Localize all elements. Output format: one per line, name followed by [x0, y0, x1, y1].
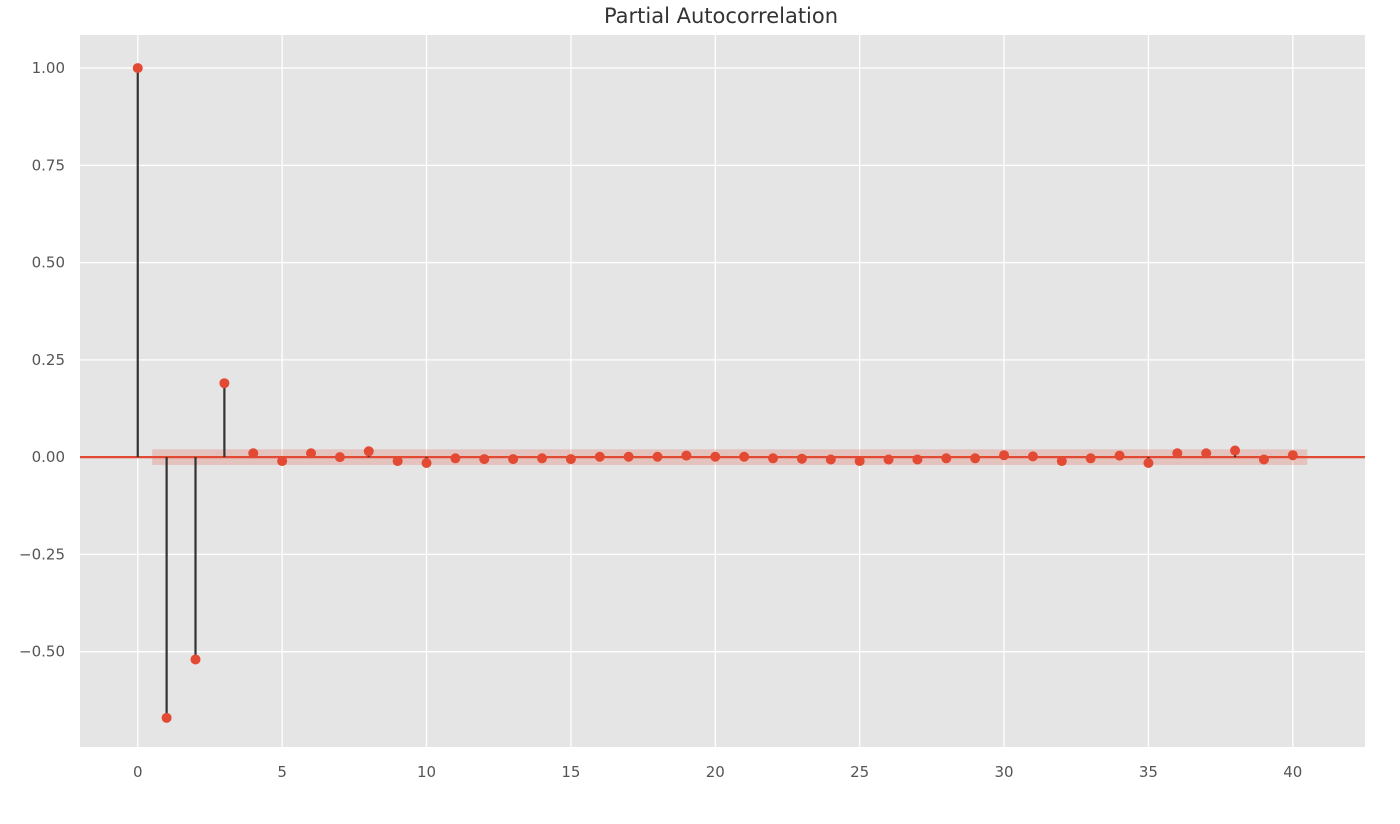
marker-lag-15 — [565, 454, 576, 465]
x-tick-label: 40 — [1283, 763, 1302, 781]
y-tick-label: −0.50 — [19, 643, 65, 661]
marker-lag-13 — [508, 454, 519, 465]
marker-lag-16 — [594, 451, 605, 462]
y-tick-label: −0.25 — [19, 545, 65, 563]
marker-lag-9 — [392, 456, 403, 467]
marker-lag-36 — [1172, 448, 1183, 459]
marker-lag-40 — [1287, 450, 1298, 461]
marker-lag-28 — [941, 453, 952, 464]
marker-lag-11 — [450, 453, 461, 464]
x-tick-label: 25 — [850, 763, 869, 781]
marker-lag-4 — [248, 448, 259, 459]
y-tick-label: 0.50 — [32, 254, 65, 272]
marker-lag-0 — [132, 63, 143, 74]
marker-lag-6 — [306, 448, 317, 459]
x-tick-label: 10 — [417, 763, 436, 781]
marker-lag-37 — [1201, 448, 1212, 459]
marker-lag-21 — [739, 451, 750, 462]
marker-lag-12 — [479, 454, 490, 465]
marker-lag-22 — [768, 453, 779, 464]
x-tick-label: 30 — [994, 763, 1013, 781]
x-tick-label: 20 — [706, 763, 725, 781]
marker-lag-10 — [421, 457, 432, 468]
marker-lag-20 — [710, 451, 721, 462]
marker-lag-7 — [334, 452, 345, 463]
marker-lag-1 — [161, 712, 172, 723]
marker-layer — [132, 63, 1298, 723]
x-tick-label: 5 — [277, 763, 287, 781]
marker-lag-25 — [854, 456, 865, 467]
marker-lag-26 — [883, 454, 894, 465]
marker-lag-30 — [999, 450, 1010, 461]
x-tick-label: 35 — [1139, 763, 1158, 781]
y-tick-labels: 1.00 0.75 0.50 0.25 0.00 −0.25 −0.50 — [19, 59, 65, 661]
marker-lag-27 — [912, 454, 923, 465]
marker-lag-24 — [825, 454, 836, 465]
marker-lag-33 — [1085, 453, 1096, 464]
marker-lag-17 — [623, 451, 634, 462]
x-tick-label: 15 — [561, 763, 580, 781]
marker-lag-19 — [681, 450, 692, 461]
marker-lag-3 — [219, 378, 230, 389]
y-tick-label: 0.75 — [32, 156, 65, 174]
marker-lag-32 — [1056, 456, 1067, 467]
marker-lag-35 — [1143, 457, 1154, 468]
plot-background — [80, 35, 1365, 747]
marker-lag-38 — [1230, 445, 1241, 456]
marker-lag-2 — [190, 654, 201, 665]
chart-title: Partial Autocorrelation — [604, 4, 838, 28]
y-tick-label: 0.00 — [32, 448, 65, 466]
marker-lag-14 — [537, 453, 548, 464]
marker-lag-23 — [796, 453, 807, 464]
x-tick-label: 0 — [133, 763, 143, 781]
x-tick-labels: 0 5 10 15 20 25 30 35 40 — [133, 763, 1302, 781]
marker-lag-8 — [363, 446, 374, 457]
y-tick-label: 1.00 — [32, 59, 65, 77]
marker-lag-31 — [1027, 451, 1038, 462]
marker-lag-18 — [652, 451, 663, 462]
marker-lag-5 — [277, 456, 288, 467]
marker-lag-39 — [1258, 454, 1269, 465]
marker-lag-34 — [1114, 450, 1125, 461]
y-tick-label: 0.25 — [32, 351, 65, 369]
marker-lag-29 — [970, 453, 981, 464]
